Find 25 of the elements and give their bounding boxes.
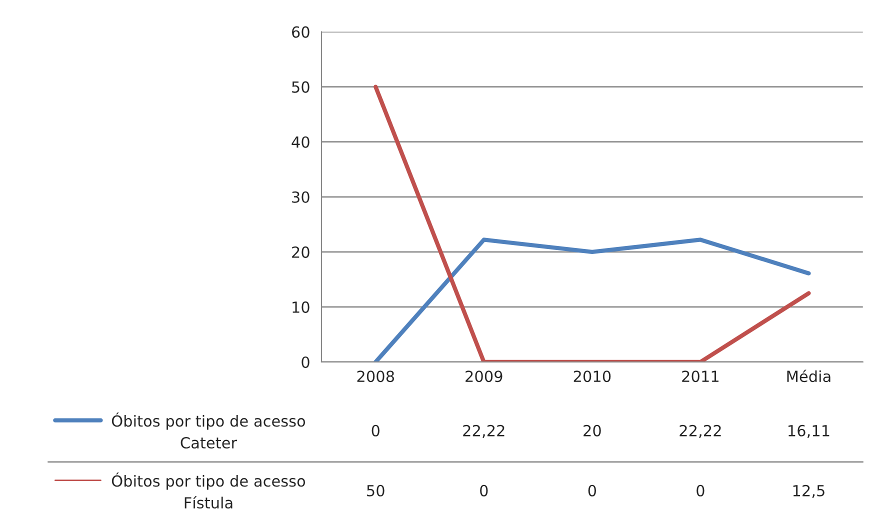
data-label: 22,22 [463, 424, 504, 438]
data-label: 0 [696, 484, 704, 496]
y-tick-label: 30 [292, 191, 310, 203]
legend-label: Óbitos por tipo de acesso Cateter [112, 412, 306, 449]
x-tick-label: 2010 [574, 370, 611, 382]
line-series [374, 238, 811, 362]
data-label: 0 [588, 484, 596, 496]
data-label: 16,11 [788, 424, 830, 438]
y-tick-label: 50 [292, 81, 310, 93]
y-tick-label: 0 [302, 356, 310, 368]
data-label: 20 [584, 424, 601, 436]
legend-label: Óbitos por tipo de acesso Fístula [112, 472, 306, 509]
data-label: 22,22 [680, 424, 721, 438]
x-tick-label: 2009 [466, 370, 502, 382]
data-label: 50 [367, 484, 384, 496]
data-label: 12,5 [793, 484, 824, 498]
x-tick-label: 2011 [682, 370, 718, 382]
data-label: 0 [480, 484, 488, 496]
y-tick-label: 10 [292, 301, 310, 313]
x-tick-label: 2008 [357, 370, 394, 382]
y-tick-label: 60 [292, 26, 310, 38]
y-tick-label: 20 [292, 246, 310, 258]
x-tick-label: Média [787, 370, 830, 382]
y-tick-label: 40 [292, 136, 310, 148]
data-label: 0 [372, 424, 380, 436]
